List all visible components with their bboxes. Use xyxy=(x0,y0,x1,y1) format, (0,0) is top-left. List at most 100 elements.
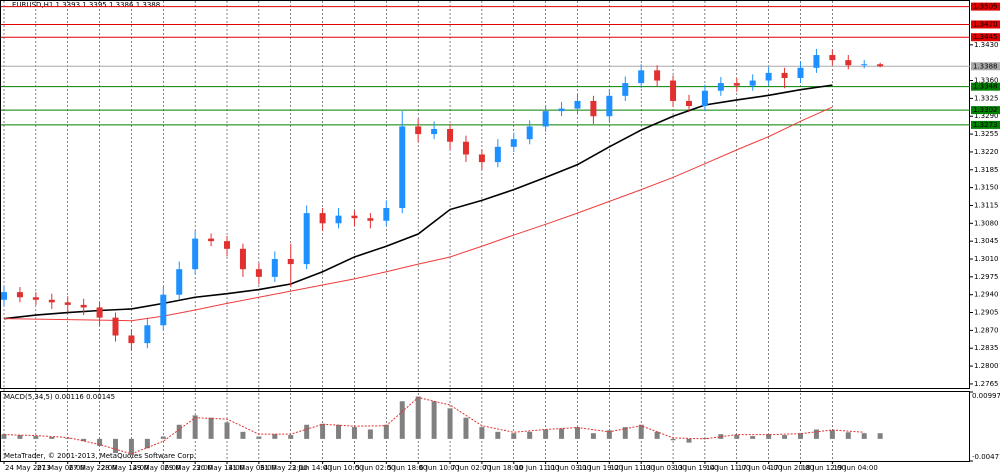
candle-body xyxy=(462,141,469,155)
candle-body xyxy=(367,218,374,221)
macd-bar xyxy=(176,424,182,439)
macd-bar xyxy=(766,434,772,439)
x-tick-label: 31 May 06:00 xyxy=(228,464,276,472)
macd-bar xyxy=(304,424,310,439)
candle-body xyxy=(160,294,167,326)
candle-body xyxy=(128,335,135,344)
x-tick-label: 5 Jun 02:00 xyxy=(355,464,395,472)
macd-bar xyxy=(33,436,39,439)
macd-bar xyxy=(638,424,644,439)
macd-bar xyxy=(670,438,676,441)
macd-bar xyxy=(654,431,660,439)
x-tick-label: 14 Jun 11:00 xyxy=(706,464,750,472)
macd-bar xyxy=(606,430,612,439)
macd-bar xyxy=(622,427,628,439)
macd-signal xyxy=(3,396,865,455)
y-tick-label: 1.3080 xyxy=(974,219,999,227)
candle-body xyxy=(749,80,756,86)
y-tick-label: 1.3185 xyxy=(974,166,999,174)
candle-body xyxy=(733,83,740,86)
candle-body xyxy=(654,70,661,81)
macd-label: MACD(5,34,5) 0.00116 0.00145 xyxy=(4,393,115,401)
candle-body xyxy=(176,269,183,295)
macd-bar xyxy=(192,415,198,439)
y-tick-label: 1.2870 xyxy=(974,326,999,334)
level-box xyxy=(971,20,1000,29)
main-panel xyxy=(0,0,970,389)
x-tick-label: 13 Jun 19:00 xyxy=(674,464,718,472)
candle-body xyxy=(813,55,820,68)
macd-bar xyxy=(240,431,246,439)
level-label: 1.3505 xyxy=(973,3,998,11)
y-tick-label: 1.2835 xyxy=(974,344,999,352)
macd-bar xyxy=(320,423,326,439)
level-box xyxy=(971,62,1000,71)
candle-body xyxy=(781,72,788,78)
candle-body xyxy=(845,60,852,66)
candle-body xyxy=(383,208,390,221)
level-label: 1.3388 xyxy=(973,62,998,70)
candle-body xyxy=(144,325,151,344)
candle-body xyxy=(622,83,629,96)
candle-body xyxy=(335,215,342,224)
moving-average xyxy=(3,106,833,322)
macd-bar xyxy=(160,436,166,439)
macd-bar xyxy=(479,427,485,439)
macd-bar xyxy=(65,437,71,439)
level-box xyxy=(971,2,1000,11)
candle-body xyxy=(224,241,231,249)
candle-body xyxy=(399,126,406,209)
candle-body xyxy=(255,269,262,277)
level-box xyxy=(971,106,1000,115)
x-tick-label: 18 Jun 12:00 xyxy=(802,464,846,472)
macd-bar xyxy=(447,408,453,439)
macd-bar xyxy=(861,433,867,439)
candle-body xyxy=(48,299,55,303)
macd-bar xyxy=(144,438,150,449)
y-tick-label: 1.3325 xyxy=(974,94,999,102)
moving-average xyxy=(3,84,833,320)
candle-body xyxy=(431,128,438,135)
y-tick-label: 1.3290 xyxy=(974,112,999,120)
level-label: 1.3445 xyxy=(973,33,998,41)
macd-bar xyxy=(415,396,421,439)
y-tick-label: 1.3115 xyxy=(974,201,999,209)
macd-bar xyxy=(351,427,357,439)
x-tick-label: 19 Jun 04:00 xyxy=(833,464,877,472)
x-tick-label: 12 Jun 11:00 xyxy=(610,464,654,472)
macd-panel xyxy=(0,391,970,462)
macd-bar xyxy=(81,438,87,442)
y-tick-label: 1.3430 xyxy=(974,41,999,49)
candle-body xyxy=(717,83,724,91)
macd-bar xyxy=(431,401,437,439)
y-tick-label: 1.3255 xyxy=(974,130,999,138)
macd-bar xyxy=(734,435,740,439)
macd-bar xyxy=(256,436,262,439)
macd-bar xyxy=(17,435,23,439)
macd-bar xyxy=(686,438,692,443)
macd-bar xyxy=(399,401,405,439)
y-tick-label: 1.3360 xyxy=(974,77,999,85)
macd-bar xyxy=(877,433,883,439)
candle-body xyxy=(1,292,7,300)
macd-bar xyxy=(511,433,517,439)
candle-body xyxy=(877,64,884,67)
macd-bar xyxy=(128,438,134,456)
y-tick-label: 1.3220 xyxy=(974,148,999,156)
x-tick-label: 5 Jun 18:00 xyxy=(387,464,427,472)
macd-bar xyxy=(527,431,533,439)
macd-bar xyxy=(272,434,278,439)
x-tick-label: 29 May 06:00 xyxy=(132,464,180,472)
candle-body xyxy=(670,80,677,101)
candle-body xyxy=(638,70,645,84)
level-box xyxy=(971,33,1000,42)
x-tick-label: 10 Jun 11:00 xyxy=(515,464,559,472)
candle-body xyxy=(16,292,23,298)
x-tick-label: 11 Jun 19:00 xyxy=(578,464,622,472)
candle-body xyxy=(861,64,868,66)
macd-bar xyxy=(590,433,596,439)
candle-body xyxy=(96,307,103,318)
x-tick-label: 30 May 14:00 xyxy=(196,464,244,472)
candle-body xyxy=(32,297,39,300)
